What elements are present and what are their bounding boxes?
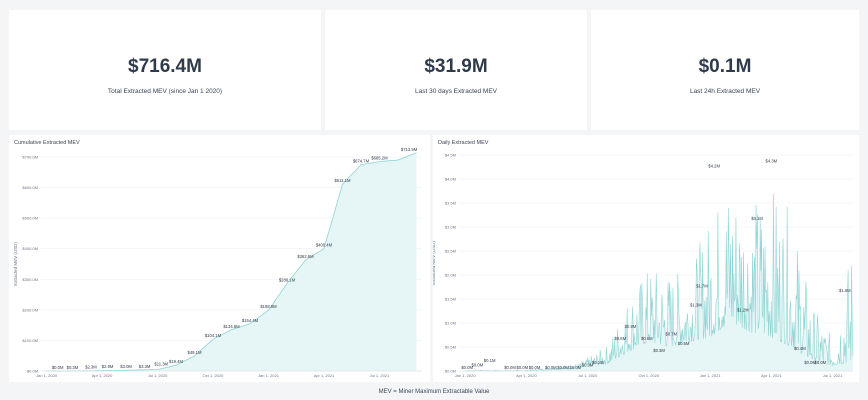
y-tick-label: $2.0M bbox=[445, 273, 456, 278]
y-tick-label: $1.5M bbox=[445, 297, 456, 302]
cumulative-chart-card: Cumulative Extracted MEV $0.0M $100.0M $20… bbox=[9, 135, 430, 382]
y-tick-label: $400.0M bbox=[22, 246, 38, 251]
data-label: $685.2M bbox=[371, 156, 388, 161]
data-label: $0.0M bbox=[472, 363, 484, 368]
data-label: $0.5M bbox=[678, 341, 690, 346]
y-axis-label: Extracted MEV (USD) bbox=[433, 241, 436, 285]
mev-24h-label: Last 24h Extracted MEV bbox=[689, 88, 761, 95]
footer-note: MEV = Miner Maximum Extractable Value bbox=[378, 389, 490, 395]
x-tick-label: Apr 1, 2021 bbox=[314, 373, 335, 378]
data-label: $0.0M bbox=[516, 365, 528, 370]
data-label: $1.7M bbox=[696, 283, 708, 288]
y-tick-label: $3.0M bbox=[445, 225, 456, 230]
x-tick-label: Jul 1, 2020 bbox=[148, 373, 168, 378]
data-label: $0.0M bbox=[545, 365, 557, 370]
data-label: $1.2M bbox=[737, 307, 749, 312]
stat-card-30d: $31.9M Last 30 days Extracted MEV bbox=[325, 10, 587, 130]
y-tick-label: $500.0M bbox=[22, 216, 38, 221]
y-tick-label: $0.0M bbox=[445, 369, 456, 374]
x-tick-label: Jan 1, 2020 bbox=[36, 373, 58, 378]
data-label: $19.4M bbox=[169, 359, 183, 364]
total-mev-label: Total Extracted MEV (since Jan 1 2020) bbox=[107, 88, 223, 95]
data-label: $11.3M bbox=[154, 362, 168, 367]
cumulative-chart: $0.0M $100.0M $200.0M $300.0M $400.0M $500.0M… bbox=[13, 147, 422, 378]
daily-chart-card: Daily Extracted MEV $0.0M $0.5M $1.0M $1.5M… bbox=[433, 135, 859, 382]
data-label: $2.9M bbox=[102, 364, 114, 369]
y-tick-label: $700.0M bbox=[22, 155, 38, 160]
data-label: $400.4M bbox=[316, 243, 333, 248]
data-label: $104.1M bbox=[205, 333, 222, 338]
data-label: $286.1M bbox=[279, 278, 296, 283]
y-tick-label: $300.0M bbox=[22, 277, 38, 282]
data-label: $0.0M bbox=[804, 360, 816, 365]
daily-chart: $0.0M $0.5M $1.0M $1.5M $2.0M $2.5M $3.0M $3.5M… bbox=[433, 153, 854, 378]
x-tick-label: Jul 1, 2020 bbox=[578, 373, 598, 378]
data-label: $4.2M bbox=[708, 163, 720, 168]
x-tick-label: Jan 1, 2021 bbox=[700, 373, 722, 378]
data-label: $713.9M bbox=[401, 147, 418, 152]
x-tick-label: Apr 1, 2021 bbox=[761, 373, 782, 378]
data-label: $0.0M bbox=[582, 363, 594, 368]
x-tick-label: Jul 1, 2021 bbox=[370, 373, 390, 378]
data-label: $0.1M bbox=[484, 358, 496, 363]
x-tick-label: Oct 1, 2020 bbox=[203, 373, 224, 378]
y-tick-label: $0.5M bbox=[445, 345, 456, 350]
total-mev-value: $716.4M bbox=[128, 56, 202, 77]
stat-card-24h: $0.1M Last 24h Extracted MEV bbox=[591, 10, 859, 130]
x-tick-label: Jan 1, 2020 bbox=[455, 373, 477, 378]
y-tick-label: $1.0M bbox=[445, 321, 456, 326]
data-label: $1.3M bbox=[690, 303, 702, 308]
data-label: $0.7M bbox=[665, 331, 677, 336]
mev-24h-value: $0.1M bbox=[698, 56, 752, 77]
data-label: $0.3M bbox=[653, 348, 665, 353]
data-label: $0.0M bbox=[461, 365, 473, 370]
data-label: $0.0M bbox=[52, 365, 64, 370]
x-tick-label: Apr 1, 2020 bbox=[516, 373, 537, 378]
daily-chart-title: Daily Extracted MEV bbox=[438, 140, 489, 146]
y-tick-label: $200.0M bbox=[22, 307, 38, 312]
y-tick-label: $3.5M bbox=[445, 201, 456, 206]
mev-30d-value: $31.9M bbox=[424, 56, 488, 77]
data-label: $0.1M bbox=[592, 360, 604, 365]
data-label: $362.6M bbox=[297, 254, 314, 259]
data-label: $0.6M bbox=[614, 336, 626, 341]
stat-card-total: $716.4M Total Extracted MEV (since Jan 1… bbox=[9, 10, 321, 130]
data-label: $1.6M bbox=[839, 288, 851, 293]
data-label: $4.3M bbox=[766, 159, 778, 164]
data-label: $154.4M bbox=[242, 318, 259, 323]
data-label: $49.1M bbox=[188, 350, 202, 355]
y-axis-label: Extracted MEV (USD) bbox=[13, 242, 18, 286]
data-label: $2.3M bbox=[85, 364, 97, 369]
cumulative-line bbox=[46, 152, 417, 372]
data-label: $3.0M bbox=[120, 364, 132, 369]
y-tick-label: $0.0M bbox=[27, 369, 38, 374]
cumulative-area bbox=[46, 152, 417, 371]
data-label: $0.3M bbox=[67, 365, 79, 370]
data-label: $611.1M bbox=[334, 178, 350, 183]
y-tick-label: $100.0M bbox=[22, 338, 38, 343]
data-label: $0.0M bbox=[570, 365, 582, 370]
data-label: $0.0M bbox=[557, 365, 569, 370]
x-tick-label: Jul 1, 2021 bbox=[823, 373, 843, 378]
data-label: $0.0M bbox=[815, 360, 827, 365]
x-tick-label: Jan 1, 2021 bbox=[258, 373, 280, 378]
cumulative-chart-title: Cumulative Extracted MEV bbox=[14, 140, 80, 146]
x-tick-label: Oct 1, 2020 bbox=[639, 373, 660, 378]
y-tick-label: $4.0M bbox=[445, 177, 456, 182]
x-tick-label: Apr 1, 2020 bbox=[92, 373, 113, 378]
data-label: $0.0M bbox=[504, 365, 516, 370]
data-label: $0.6M bbox=[641, 336, 653, 341]
data-label: $0.0M bbox=[529, 365, 541, 370]
data-label: $3.1M bbox=[751, 216, 763, 221]
y-tick-label: $4.5M bbox=[445, 153, 456, 158]
y-tick-label: $600.0M bbox=[22, 185, 38, 190]
data-label: $134.8M bbox=[223, 324, 240, 329]
mev-30d-label: Last 30 days Extracted MEV bbox=[414, 88, 497, 95]
data-label: $3.3M bbox=[139, 364, 151, 369]
data-label: $674.7M bbox=[353, 159, 370, 164]
data-label: $0.8M bbox=[625, 324, 637, 329]
data-label: $198.9M bbox=[260, 304, 277, 309]
data-label: $0.4M bbox=[794, 346, 806, 351]
y-tick-label: $2.5M bbox=[445, 249, 456, 254]
